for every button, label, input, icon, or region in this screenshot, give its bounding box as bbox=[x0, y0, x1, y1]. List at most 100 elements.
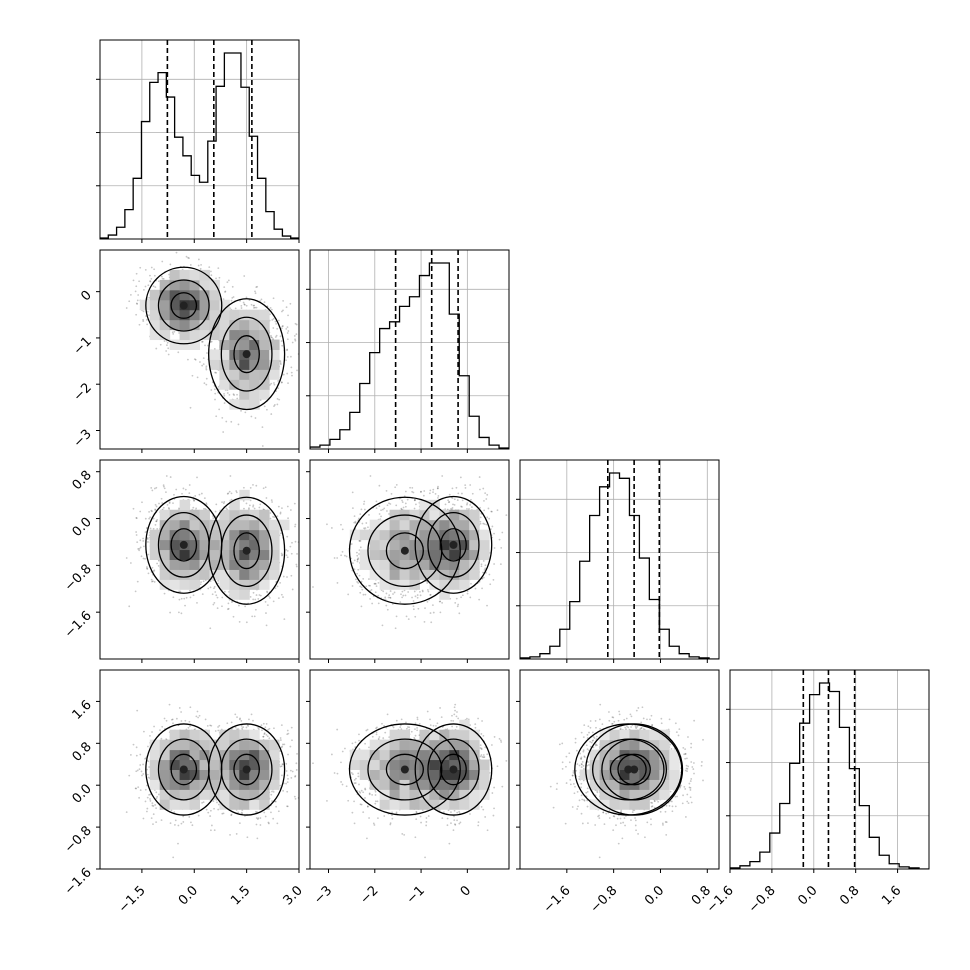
density-cell bbox=[219, 319, 230, 331]
density-cell bbox=[169, 319, 181, 331]
sample-point bbox=[295, 333, 298, 336]
sample-point bbox=[201, 340, 204, 343]
sample-point bbox=[166, 344, 168, 347]
contour-line bbox=[220, 316, 273, 392]
sample-point bbox=[282, 299, 285, 302]
panel-frame bbox=[99, 39, 300, 240]
sample-point bbox=[232, 296, 235, 298]
density-cell bbox=[239, 369, 250, 380]
sample-point bbox=[153, 487, 156, 490]
density-cell bbox=[229, 319, 240, 331]
density-cell bbox=[159, 319, 171, 331]
sample-point bbox=[227, 602, 230, 605]
sample-point bbox=[274, 320, 277, 323]
density-cell bbox=[189, 269, 200, 281]
sample-point bbox=[281, 381, 283, 384]
density-cell bbox=[159, 309, 171, 321]
sample-point bbox=[214, 392, 217, 395]
density-cell bbox=[239, 309, 250, 321]
density-cell bbox=[149, 319, 161, 331]
sample-point bbox=[128, 300, 131, 303]
sample-point bbox=[243, 303, 246, 306]
sample-point bbox=[226, 492, 229, 495]
density-cell bbox=[259, 389, 270, 400]
density-cell bbox=[239, 339, 250, 350]
sample-point bbox=[172, 333, 175, 335]
sample-point bbox=[214, 371, 217, 374]
sample-point bbox=[135, 531, 138, 533]
sample-point bbox=[225, 507, 228, 510]
density-cell bbox=[199, 289, 210, 301]
sample-point bbox=[155, 520, 158, 523]
density-cell bbox=[209, 309, 220, 321]
sample-point bbox=[166, 503, 169, 506]
sample-point bbox=[135, 285, 138, 288]
sample-point bbox=[138, 547, 141, 550]
sample-point bbox=[273, 405, 275, 408]
sample-point bbox=[139, 510, 142, 513]
density-cell bbox=[239, 389, 250, 400]
sample-point bbox=[239, 299, 241, 302]
sample-point bbox=[213, 348, 216, 350]
sample-point bbox=[209, 627, 212, 630]
sample-point bbox=[210, 389, 213, 391]
density-cell bbox=[219, 349, 230, 360]
sample-point bbox=[146, 567, 148, 570]
density-cell bbox=[209, 279, 220, 291]
density-cell bbox=[169, 299, 181, 311]
sample-point bbox=[218, 276, 221, 279]
sample-point bbox=[226, 608, 229, 611]
density-cell bbox=[259, 319, 270, 331]
sample-point bbox=[253, 306, 255, 309]
sample-point bbox=[140, 555, 143, 558]
sample-point bbox=[151, 510, 153, 513]
sample-point bbox=[269, 596, 271, 599]
sample-point bbox=[248, 299, 251, 301]
sample-point bbox=[203, 382, 206, 385]
sample-point bbox=[271, 318, 274, 321]
sample-point bbox=[149, 280, 152, 283]
sample-point bbox=[135, 516, 138, 519]
sample-point bbox=[193, 499, 195, 502]
sample-point bbox=[286, 349, 288, 352]
density-cell bbox=[269, 359, 280, 370]
sample-point bbox=[151, 580, 153, 583]
density-cell bbox=[179, 329, 191, 341]
sample-point bbox=[202, 357, 205, 360]
contour-line bbox=[145, 266, 223, 345]
sample-point bbox=[135, 517, 138, 520]
density-cell bbox=[249, 349, 260, 360]
sample-point bbox=[245, 621, 248, 624]
sample-point bbox=[160, 497, 163, 500]
sample-point bbox=[269, 517, 272, 520]
sample-point bbox=[206, 352, 208, 354]
sample-point bbox=[253, 304, 256, 307]
sample-point bbox=[282, 373, 285, 376]
sample-point bbox=[226, 392, 229, 394]
density-cell bbox=[219, 359, 230, 370]
sample-point bbox=[200, 581, 202, 584]
contour-line bbox=[157, 279, 210, 332]
density-cell bbox=[249, 339, 260, 350]
density-cell bbox=[249, 359, 260, 370]
sample-point bbox=[200, 263, 202, 266]
sample-point bbox=[175, 488, 178, 491]
sample-point bbox=[259, 594, 262, 597]
sample-point bbox=[289, 302, 292, 305]
sample-point bbox=[254, 306, 256, 309]
sample-point bbox=[257, 598, 260, 600]
sample-point bbox=[242, 486, 245, 489]
sample-point bbox=[178, 332, 181, 334]
sample-point bbox=[157, 280, 160, 283]
sample-point bbox=[132, 279, 135, 282]
sample-point bbox=[251, 615, 254, 618]
sample-point bbox=[169, 611, 172, 614]
sample-point bbox=[157, 564, 160, 567]
density-cell bbox=[159, 289, 171, 301]
density-cell bbox=[229, 369, 240, 380]
sample-point bbox=[185, 255, 188, 258]
sample-point bbox=[228, 393, 231, 396]
sample-point bbox=[197, 258, 200, 261]
sample-point bbox=[208, 266, 211, 269]
sample-point bbox=[231, 285, 234, 288]
